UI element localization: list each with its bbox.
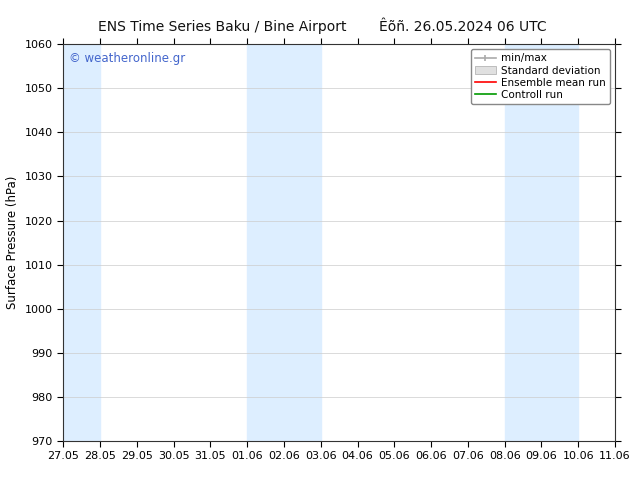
Text: Êõñ. 26.05.2024 06 UTC: Êõñ. 26.05.2024 06 UTC — [379, 20, 547, 34]
Text: ENS Time Series Baku / Bine Airport: ENS Time Series Baku / Bine Airport — [98, 20, 346, 34]
Bar — [247, 44, 284, 441]
Text: © weatheronline.gr: © weatheronline.gr — [69, 52, 185, 65]
Bar — [63, 44, 100, 441]
Y-axis label: Surface Pressure (hPa): Surface Pressure (hPa) — [6, 176, 19, 309]
Bar — [505, 44, 541, 441]
Bar — [541, 44, 578, 441]
Bar — [284, 44, 321, 441]
Legend: min/max, Standard deviation, Ensemble mean run, Controll run: min/max, Standard deviation, Ensemble me… — [470, 49, 610, 104]
